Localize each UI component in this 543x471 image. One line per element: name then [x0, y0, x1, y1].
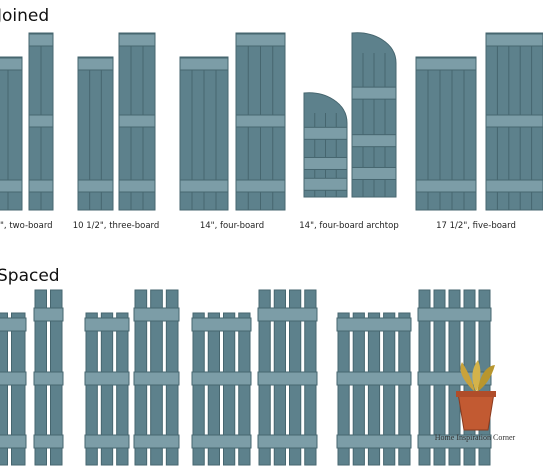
board — [223, 312, 236, 466]
shutter-label: ", two-board — [0, 221, 53, 231]
batten — [191, 371, 252, 386]
batten — [28, 179, 54, 193]
batten — [417, 307, 492, 322]
shutter-label: 17 1/2", five-board — [436, 221, 516, 231]
board — [238, 312, 251, 466]
batten — [351, 134, 397, 148]
batten — [84, 371, 130, 386]
batten — [118, 114, 156, 128]
board — [0, 312, 8, 466]
board — [398, 312, 411, 466]
batten — [191, 317, 252, 332]
shutter-label: 10 1/2", three-board — [73, 221, 160, 231]
section-title: Joined — [0, 6, 49, 26]
batten — [179, 57, 229, 71]
batten — [485, 114, 543, 128]
board — [337, 312, 350, 466]
batten — [485, 179, 543, 193]
batten — [33, 434, 64, 449]
batten — [257, 371, 318, 386]
batten — [235, 33, 286, 47]
batten — [191, 434, 252, 449]
batten — [336, 317, 412, 332]
board — [367, 312, 381, 466]
watermark-logo — [456, 360, 496, 431]
batten — [28, 33, 54, 47]
board — [192, 312, 205, 466]
board — [100, 312, 114, 466]
batten — [336, 434, 412, 449]
batten — [257, 307, 318, 322]
batten — [118, 33, 156, 47]
batten — [84, 317, 130, 332]
batten — [235, 179, 286, 193]
board — [116, 312, 129, 466]
batten — [0, 317, 27, 332]
batten — [303, 177, 348, 191]
batten — [77, 57, 114, 71]
batten — [351, 166, 397, 180]
batten — [33, 307, 64, 322]
batten — [133, 434, 180, 449]
shutter-label: 14", four-board — [200, 221, 264, 231]
batten — [133, 307, 180, 322]
batten — [351, 86, 397, 100]
batten — [0, 434, 27, 449]
batten — [235, 114, 286, 128]
shutter-label: 14", four-board archtop — [299, 221, 398, 231]
batten — [257, 434, 318, 449]
board — [383, 312, 396, 466]
board — [352, 312, 365, 466]
batten — [28, 114, 54, 128]
batten — [77, 179, 114, 193]
batten — [303, 156, 348, 170]
board — [11, 312, 26, 466]
batten — [417, 434, 492, 449]
batten — [0, 179, 23, 193]
board — [207, 312, 220, 466]
batten — [133, 371, 180, 386]
batten — [485, 33, 543, 47]
batten — [118, 179, 156, 193]
batten — [0, 57, 23, 71]
watermark: Home Inspiration Corner — [435, 433, 516, 442]
section-title: Spaced — [0, 266, 60, 286]
batten — [415, 57, 477, 71]
batten — [0, 371, 27, 386]
batten — [415, 179, 477, 193]
batten — [336, 371, 412, 386]
batten — [33, 371, 64, 386]
batten — [84, 434, 130, 449]
batten — [303, 126, 348, 140]
batten — [179, 179, 229, 193]
board — [85, 312, 98, 466]
